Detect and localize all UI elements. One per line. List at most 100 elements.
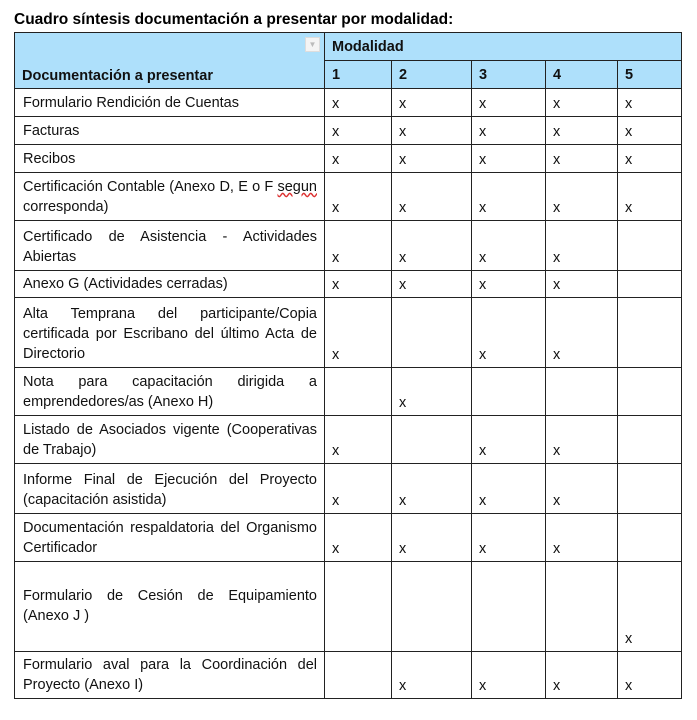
table-row: Formulario de Cesión de Equipamiento (An… (14, 561, 683, 652)
table-row: Recibos x x x x x (14, 144, 683, 173)
mark-modalidad-5 (616, 297, 683, 368)
mark-modalidad-5 (616, 463, 683, 514)
mark-modalidad-1 (324, 561, 392, 652)
mark-modalidad-1: x (324, 88, 392, 117)
doc-label: Facturas (14, 116, 325, 145)
mark-modalidad-3: x (471, 415, 546, 464)
mark-modalidad-2: x (391, 88, 472, 117)
table-row: Certificación Contable (Anexo D, E o F s… (14, 172, 683, 221)
doc-label: Certificado de Asistencia - Actividades … (14, 220, 325, 271)
mark-modalidad-4: x (545, 172, 618, 221)
mark-modalidad-1 (324, 651, 392, 699)
mark-modalidad-3: x (471, 463, 546, 514)
mark-modalidad-5: x (616, 144, 683, 173)
mark-modalidad-2: x (391, 116, 472, 145)
mark-modalidad-4: x (545, 297, 618, 368)
doc-label: Recibos (14, 144, 325, 173)
mark-modalidad-5: x (616, 116, 683, 145)
modalidad-col-2: 2 (391, 60, 472, 89)
mark-modalidad-3: x (471, 270, 546, 298)
modalidad-col-4: 4 (545, 60, 618, 89)
doc-column-label: Documentación a presentar (22, 68, 213, 84)
doc-label: Certificación Contable (Anexo D, E o F s… (14, 172, 325, 221)
mark-modalidad-5 (616, 220, 683, 271)
mark-modalidad-1: x (324, 513, 392, 562)
doc-label: Formulario de Cesión de Equipamiento (An… (14, 561, 325, 652)
modalidad-col-3: 3 (471, 60, 546, 89)
table-row: Informe Final de Ejecución del Proyecto … (14, 463, 683, 514)
mark-modalidad-3: x (471, 297, 546, 368)
table-row: Nota para capacitación dirigida a empren… (14, 367, 683, 416)
mark-modalidad-2 (391, 415, 472, 464)
mark-modalidad-3: x (471, 144, 546, 173)
mark-modalidad-1: x (324, 116, 392, 145)
mark-modalidad-3: x (471, 172, 546, 221)
mark-modalidad-1 (324, 367, 392, 416)
mark-modalidad-4: x (545, 270, 618, 298)
mark-modalidad-2: x (391, 513, 472, 562)
mark-modalidad-4: x (545, 415, 618, 464)
doc-label: Informe Final de Ejecución del Proyecto … (14, 463, 325, 514)
mark-modalidad-4 (545, 367, 618, 416)
mark-modalidad-1: x (324, 144, 392, 173)
table-row: Formulario aval para la Coordinación del… (14, 651, 683, 699)
table-row: Certificado de Asistencia - Actividades … (14, 220, 683, 271)
doc-label: Formulario Rendición de Cuentas (14, 88, 325, 117)
mark-modalidad-5: x (616, 651, 683, 699)
documentation-table: ▼ Documentación a presentar Modalidad 1 … (14, 32, 683, 699)
mark-modalidad-4: x (545, 220, 618, 271)
mark-modalidad-4: x (545, 651, 618, 699)
doc-label: Documentación respaldatoria del Organism… (14, 513, 325, 562)
mark-modalidad-2: x (391, 172, 472, 221)
mark-modalidad-2: x (391, 367, 472, 416)
mark-modalidad-5 (616, 513, 683, 562)
mark-modalidad-3: x (471, 116, 546, 145)
doc-label: Formulario aval para la Coordinación del… (14, 651, 325, 699)
table-row: Facturas x x x x x (14, 116, 683, 145)
mark-modalidad-5 (616, 270, 683, 298)
mark-modalidad-4: x (545, 88, 618, 117)
mark-modalidad-3 (471, 561, 546, 652)
mark-modalidad-2 (391, 297, 472, 368)
table-row: Documentación respaldatoria del Organism… (14, 513, 683, 562)
mark-modalidad-1: x (324, 297, 392, 368)
table-row: Formulario Rendición de Cuentas x x x x x (14, 88, 683, 117)
mark-modalidad-4: x (545, 116, 618, 145)
mark-modalidad-5 (616, 415, 683, 464)
mark-modalidad-2: x (391, 144, 472, 173)
mark-modalidad-3: x (471, 88, 546, 117)
mark-modalidad-2: x (391, 220, 472, 271)
mark-modalidad-5: x (616, 561, 683, 652)
mark-modalidad-1: x (324, 463, 392, 514)
dropdown-icon[interactable]: ▼ (305, 37, 320, 52)
doc-label: Anexo G (Actividades cerradas) (14, 270, 325, 298)
modalidad-col-1: 1 (324, 60, 392, 89)
mark-modalidad-1: x (324, 270, 392, 298)
mark-modalidad-1: x (324, 220, 392, 271)
doc-label: Nota para capacitación dirigida a empren… (14, 367, 325, 416)
mark-modalidad-2: x (391, 270, 472, 298)
spellcheck-mark: segun (277, 179, 317, 195)
mark-modalidad-3: x (471, 513, 546, 562)
mark-modalidad-2: x (391, 651, 472, 699)
mark-modalidad-3 (471, 367, 546, 416)
mark-modalidad-2 (391, 561, 472, 652)
mark-modalidad-4: x (545, 513, 618, 562)
modalidad-header: Modalidad (323, 32, 683, 61)
mark-modalidad-1: x (324, 172, 392, 221)
doc-label: Listado de Asociados vigente (Cooperativ… (14, 415, 325, 464)
mark-modalidad-4: x (545, 463, 618, 514)
table-row: Alta Temprana del participante/Copia cer… (14, 297, 683, 368)
mark-modalidad-5 (616, 367, 683, 416)
mark-modalidad-2: x (391, 463, 472, 514)
mark-modalidad-4 (545, 561, 618, 652)
mark-modalidad-5: x (616, 88, 683, 117)
table-row: Listado de Asociados vigente (Cooperativ… (14, 415, 683, 464)
mark-modalidad-3: x (471, 220, 546, 271)
mark-modalidad-1: x (324, 415, 392, 464)
mark-modalidad-3: x (471, 651, 546, 699)
doc-column-header: ▼ Documentación a presentar (14, 32, 325, 89)
table-row: Anexo G (Actividades cerradas) x x x x (14, 270, 683, 298)
modalidad-col-5: 5 (616, 60, 683, 89)
page-title: Cuadro síntesis documentación a presenta… (14, 11, 454, 28)
